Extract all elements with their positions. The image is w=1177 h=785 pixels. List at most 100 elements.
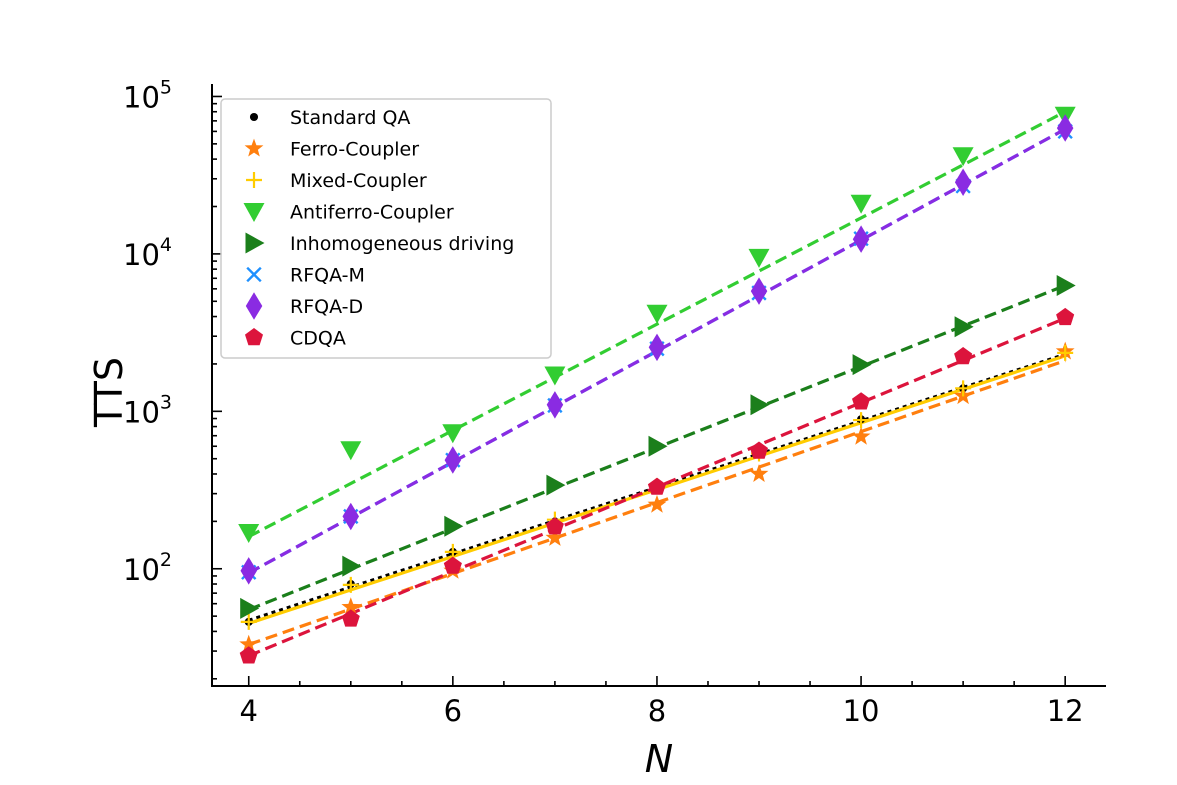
data-point bbox=[240, 613, 257, 630]
data-point bbox=[341, 609, 360, 627]
data-point bbox=[545, 528, 565, 546]
legend-item: Mixed-Coupler bbox=[246, 170, 427, 192]
legend-marker bbox=[245, 328, 263, 346]
data-point bbox=[648, 333, 666, 362]
y-tick-exponent: 3 bbox=[160, 391, 172, 413]
data-point bbox=[342, 502, 359, 531]
x-tick-label: 6 bbox=[444, 694, 462, 728]
legend-label: Ferro-Coupler bbox=[290, 139, 419, 161]
y-tick-label: 103 bbox=[123, 391, 172, 429]
legend-item: Inhomogeneous driving bbox=[245, 232, 514, 255]
data-point bbox=[647, 494, 667, 513]
data-point bbox=[749, 464, 769, 482]
legend-marker bbox=[246, 172, 262, 188]
data-point bbox=[954, 316, 974, 338]
data-point bbox=[850, 194, 872, 214]
data-point bbox=[750, 441, 768, 459]
legend-item: RFQA-D bbox=[245, 292, 363, 320]
y-tick-exponent: 4 bbox=[160, 234, 172, 256]
data-point bbox=[442, 424, 464, 444]
data-point bbox=[238, 524, 260, 543]
legend: Standard QA Ferro-Coupler Mixed-Coupler Ant… bbox=[220, 98, 552, 359]
legend-label: RFQA-M bbox=[290, 265, 365, 287]
legend-label: RFQA-D bbox=[290, 296, 363, 318]
data-point bbox=[240, 597, 260, 619]
legend-frame bbox=[220, 98, 552, 359]
x-tick-label: 4 bbox=[240, 694, 258, 728]
data-point bbox=[341, 597, 361, 616]
legend-marker bbox=[243, 203, 265, 222]
series-8-markers bbox=[239, 307, 1075, 664]
x-axis-label: N bbox=[645, 737, 673, 781]
data-markers bbox=[238, 106, 1076, 664]
legend-label: Standard QA bbox=[290, 107, 410, 129]
data-point bbox=[952, 147, 974, 167]
fit-line-series-1 bbox=[248, 352, 1066, 622]
fit-line-series-4 bbox=[248, 110, 1066, 539]
data-point bbox=[852, 392, 871, 410]
data-point bbox=[444, 515, 464, 537]
x-ticks: 4 6 8 10 12 bbox=[240, 676, 1084, 728]
data-point bbox=[342, 555, 362, 577]
legend-marker bbox=[245, 292, 263, 320]
data-point bbox=[1056, 307, 1075, 326]
series-2-markers bbox=[239, 341, 1075, 653]
legend-marker bbox=[246, 266, 262, 283]
y-tick-base: 10 bbox=[123, 238, 160, 272]
data-point bbox=[646, 304, 668, 324]
data-point bbox=[546, 474, 566, 496]
data-point bbox=[853, 412, 870, 429]
data-point bbox=[546, 391, 564, 419]
data-point bbox=[1057, 344, 1074, 361]
data-point bbox=[852, 354, 872, 376]
legend-item: Standard QA bbox=[249, 107, 410, 129]
data-point bbox=[955, 380, 972, 397]
data-point bbox=[342, 576, 359, 593]
data-point bbox=[851, 426, 871, 445]
legend-item: RFQA-M bbox=[246, 265, 365, 287]
x-tick-label: 8 bbox=[648, 694, 666, 728]
data-point bbox=[444, 446, 462, 474]
y-tick-base: 10 bbox=[123, 395, 160, 429]
y-tick-label: 104 bbox=[123, 234, 172, 272]
y-tick-base: 10 bbox=[123, 553, 160, 587]
y-tick-exponent: 5 bbox=[160, 76, 172, 98]
y-tick-base: 10 bbox=[123, 80, 160, 114]
data-point bbox=[1056, 275, 1076, 296]
legend-marker bbox=[244, 138, 264, 157]
x-tick-label: 10 bbox=[843, 694, 880, 728]
y-tick-label: 105 bbox=[123, 76, 172, 114]
data-point bbox=[443, 556, 462, 574]
data-point bbox=[1056, 114, 1074, 142]
data-point bbox=[748, 248, 770, 268]
data-point bbox=[545, 517, 564, 535]
data-point bbox=[340, 441, 362, 461]
legend-label: Mixed-Coupler bbox=[290, 170, 427, 192]
legend-marker bbox=[245, 232, 265, 254]
data-point bbox=[954, 168, 972, 196]
legend-label: Antiferro-Coupler bbox=[290, 202, 454, 224]
data-point bbox=[750, 277, 768, 305]
fit-line-series-7 bbox=[247, 127, 1066, 575]
fit-lines bbox=[247, 110, 1066, 658]
series-7-markers bbox=[240, 114, 1074, 585]
legend-item: Ferro-Coupler bbox=[244, 138, 419, 161]
legend-item: Antiferro-Coupler bbox=[243, 202, 454, 224]
legend-marker bbox=[249, 112, 259, 122]
data-point bbox=[647, 477, 666, 495]
data-point bbox=[750, 394, 770, 416]
data-point bbox=[544, 366, 566, 386]
data-point bbox=[240, 557, 257, 585]
axes bbox=[211, 84, 1106, 687]
series-4-markers bbox=[238, 106, 1076, 543]
series-5-markers bbox=[240, 275, 1076, 619]
data-point bbox=[852, 225, 870, 253]
legend-item: CDQA bbox=[245, 328, 346, 350]
y-tick-exponent: 2 bbox=[160, 549, 172, 571]
data-point bbox=[954, 347, 973, 365]
data-point bbox=[648, 435, 668, 457]
data-point bbox=[239, 634, 259, 653]
y-axis-label: TTS bbox=[87, 357, 131, 428]
